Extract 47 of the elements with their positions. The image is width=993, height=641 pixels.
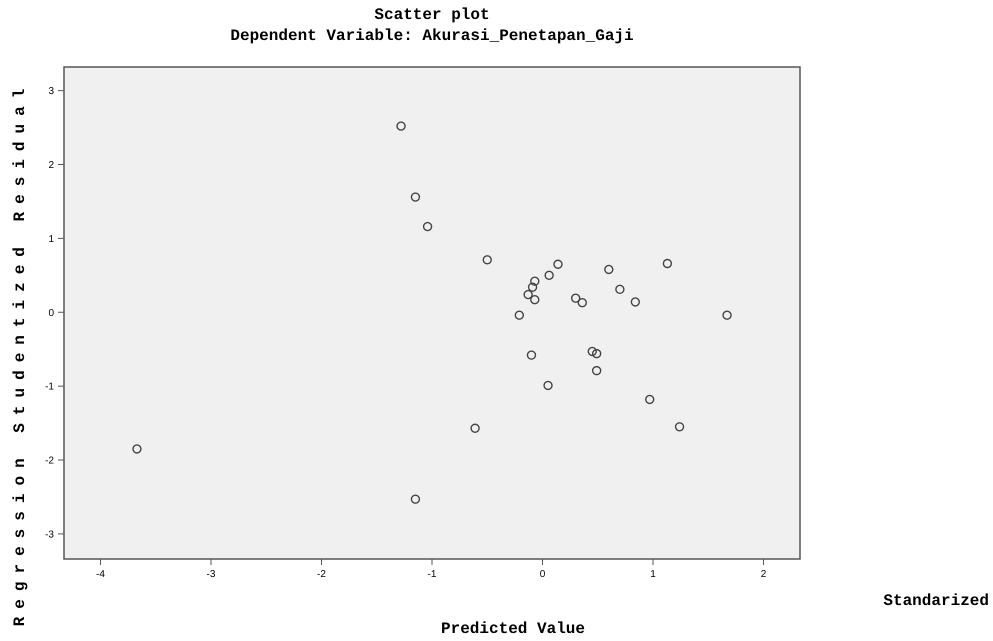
y-tick-label: -1 (45, 382, 54, 393)
y-tick-label: 2 (48, 160, 54, 172)
point (530, 295, 540, 304)
y-tick-label: 1 (48, 234, 54, 245)
x-tick-label: -1 (428, 569, 437, 580)
point (592, 348, 602, 358)
y-tick-label: 3 (48, 86, 54, 98)
point (543, 380, 553, 390)
point (674, 422, 684, 432)
x-tick-label: 2 (760, 569, 767, 580)
point (422, 222, 432, 232)
point (570, 294, 580, 303)
point (528, 282, 538, 292)
point (410, 494, 420, 504)
point (592, 366, 602, 376)
x-tick-label: -3 (206, 569, 216, 580)
point (470, 424, 480, 433)
x-tick-label: -4 (96, 569, 106, 580)
point (410, 192, 420, 202)
point (396, 121, 406, 131)
x-tick-label: 0 (540, 569, 546, 580)
point (722, 310, 732, 320)
chart-subtitle: Dependent Variable: Akurasi_Penetapan_Gaji (230, 27, 634, 45)
point (588, 346, 597, 356)
point (604, 264, 614, 274)
point (132, 444, 142, 454)
point (482, 255, 492, 265)
point (530, 276, 540, 286)
y-tick-label: -3 (45, 529, 54, 540)
x-tick-label: 1 (650, 569, 656, 580)
x-tick-label: -2 (317, 569, 326, 580)
y-tick-label: -2 (45, 456, 54, 467)
point (630, 297, 640, 307)
point (514, 310, 524, 320)
x-axis-title: Predicted Value (440, 620, 586, 638)
y-tick-label: 0 (48, 308, 54, 319)
point (645, 394, 654, 404)
chart-title: Scatter plot (374, 6, 490, 24)
point (578, 298, 587, 308)
y-axis-title: Regression Studentized Residual (11, 80, 29, 626)
point (523, 290, 533, 300)
point (544, 270, 554, 280)
text: Standarized (883, 592, 989, 610)
point (615, 284, 625, 294)
point (526, 350, 536, 360)
point (662, 258, 672, 268)
point (553, 260, 563, 269)
